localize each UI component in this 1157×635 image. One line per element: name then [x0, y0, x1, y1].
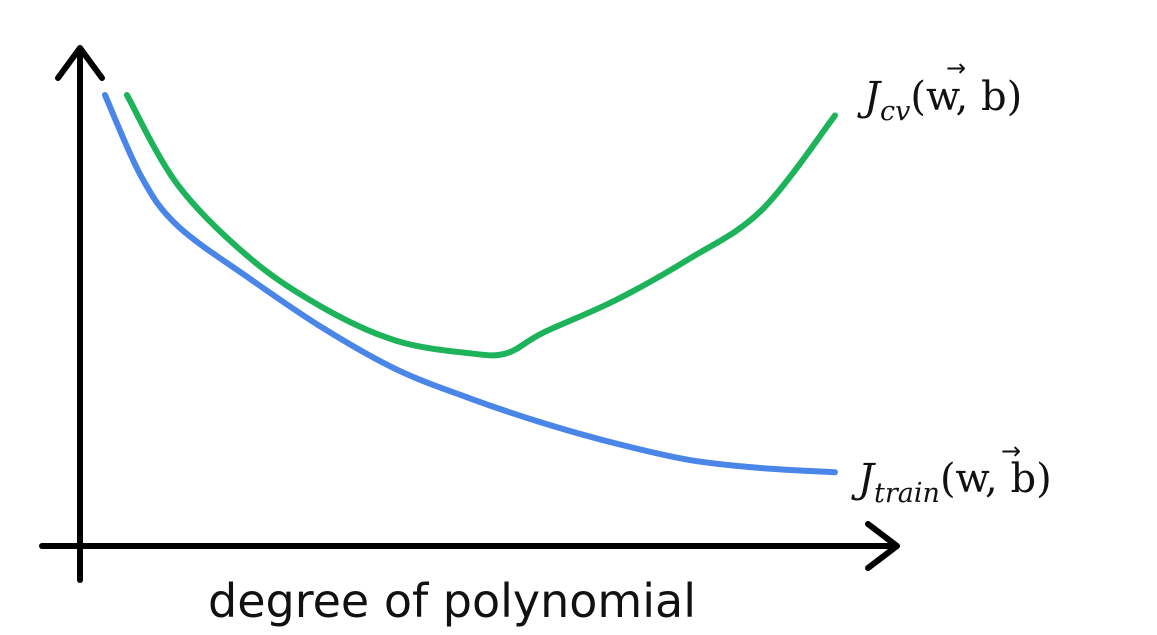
series-layer [102, 92, 838, 476]
series-line-train [102, 92, 838, 476]
vector-w: w [926, 74, 960, 120]
vector-arrow-icon: → [946, 54, 966, 82]
x-axis-arrowhead [865, 521, 900, 571]
series-label-cv: Jcv(w, b) [857, 74, 1022, 127]
y-axis [55, 45, 105, 583]
x-axis [39, 521, 900, 571]
x-axis-label: degree of polynomial [208, 574, 696, 628]
vector-w: w [956, 456, 990, 502]
y-axis-arrowhead [55, 45, 105, 81]
series-line-cv [123, 92, 838, 359]
vector-arrow-icon: → [1001, 437, 1021, 465]
